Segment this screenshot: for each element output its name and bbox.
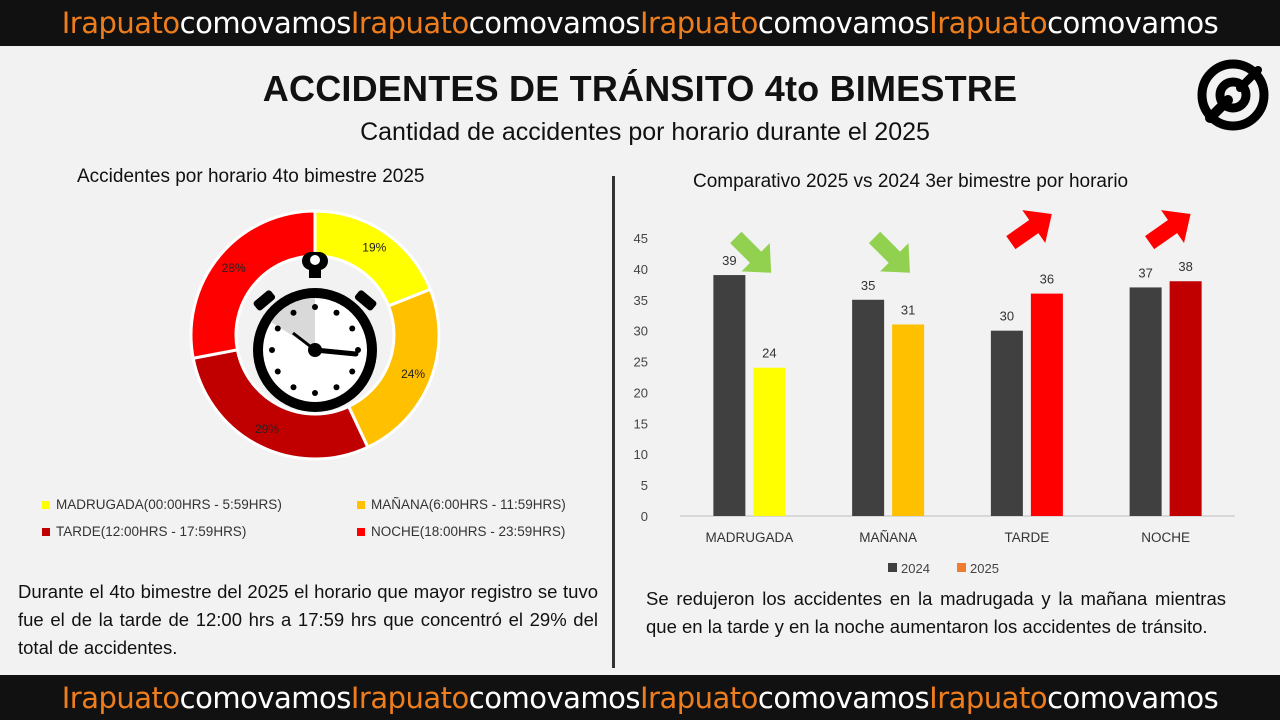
- y-tick-label: 10: [634, 447, 648, 462]
- donut-data-label: 24%: [401, 367, 425, 381]
- legend-manana: MAÑANA(6:00HRS - 11:59HRS): [357, 497, 566, 512]
- bar-2024: [852, 299, 885, 516]
- page-title: ACCIDENTES DE TRÁNSITO 4to BIMESTRE: [262, 68, 1018, 109]
- trend-down-arrow-icon: [868, 231, 910, 273]
- top-banner: Irapuato comovamos Irapuato comovamos Irap…: [0, 0, 1280, 46]
- banner-orange-text: Irapuato: [61, 6, 180, 40]
- donut-data-label: 19%: [362, 241, 386, 255]
- trend-up-arrow-icon: [1006, 210, 1052, 250]
- legend-tarde: TARDE(12:00HRS - 17:59HRS): [42, 524, 246, 539]
- bar-2025: [753, 367, 786, 516]
- banner-white-text: comovamos: [468, 680, 641, 715]
- donut-chart-title: Accidentes por horario 4to bimestre 2025: [77, 166, 425, 187]
- x-tick-label: NOCHE: [1141, 530, 1190, 545]
- bottom-banner: Irapuato comovamos Irapuato comovamos Irap…: [0, 675, 1280, 720]
- legend-label: MAÑANA(6:00HRS - 11:59HRS): [371, 497, 566, 512]
- y-tick-label: 45: [634, 231, 648, 246]
- legend-label: NOCHE(18:00HRS - 23:59HRS): [371, 524, 566, 539]
- y-tick-label: 40: [634, 262, 648, 277]
- y-tick-label: 20: [634, 385, 648, 400]
- banner-white-text: comovamos: [1047, 680, 1219, 715]
- banner-white-text: comovamos: [179, 6, 352, 40]
- banner-white-text: comovamos: [757, 6, 930, 40]
- banner-white-text: comovamos: [757, 680, 930, 715]
- banner-white-text: comovamos: [468, 6, 641, 40]
- banner-orange-text: Irapuato: [350, 680, 469, 715]
- x-tick-label: MADRUGADA: [705, 530, 793, 545]
- logo-icon: [1197, 59, 1269, 131]
- y-tick-label: 0: [641, 509, 648, 524]
- bar-data-label: 31: [901, 302, 915, 317]
- y-tick-label: 25: [634, 355, 648, 370]
- banner-orange-text: Irapuato: [61, 680, 180, 715]
- bar-2025: [1169, 281, 1202, 516]
- x-tick-label: MAÑANA: [859, 530, 917, 545]
- x-tick-label: TARDE: [1004, 530, 1049, 545]
- bar-data-label: 24: [762, 346, 776, 361]
- bar-2025: [1030, 293, 1063, 516]
- y-tick-label: 15: [634, 416, 648, 431]
- bar-data-label: 30: [1000, 309, 1014, 324]
- y-tick-label: 35: [634, 293, 648, 308]
- bar-2024: [990, 330, 1023, 516]
- legend-swatch: [357, 500, 365, 509]
- legend-label: MADRUGADA(00:00HRS - 5:59HRS): [56, 497, 282, 512]
- donut-chart: 19% 24% 29% 28%: [189, 209, 441, 461]
- donut-slice: [191, 348, 370, 461]
- legend-swatch: [42, 500, 50, 509]
- stopwatch-icon: [253, 252, 377, 412]
- donut-data-label: 28%: [222, 261, 246, 275]
- legend-swatch: [957, 563, 966, 572]
- bar-2025: [892, 324, 925, 516]
- y-tick-label: 30: [634, 324, 648, 339]
- banner-orange-text: Irapuato: [929, 6, 1048, 40]
- legend-madrugada: MADRUGADA(00:00HRS - 5:59HRS): [42, 497, 282, 512]
- legend-label: 2024: [901, 561, 930, 576]
- bar-data-label: 38: [1178, 259, 1192, 274]
- banner-orange-text: Irapuato: [350, 6, 469, 40]
- legend-label: TARDE(12:00HRS - 17:59HRS): [56, 524, 247, 539]
- banner-orange-text: Irapuato: [640, 680, 758, 715]
- banner-white-text: comovamos: [179, 680, 352, 715]
- bar-data-label: 35: [861, 278, 875, 293]
- banner-orange-text: Irapuato: [640, 6, 758, 40]
- legend-label: 2025: [970, 561, 999, 576]
- bar-data-label: 37: [1138, 265, 1152, 280]
- trend-up-arrow-icon: [1145, 210, 1191, 250]
- left-summary-text: Durante el 4to bimestre del 2025 el hora…: [18, 581, 598, 658]
- bar-data-label: 36: [1040, 272, 1054, 287]
- banner-white-text: comovamos: [1047, 6, 1219, 40]
- legend-swatch: [888, 563, 897, 572]
- page-subtitle: Cantidad de accidentes por horario duran…: [360, 118, 930, 146]
- vertical-divider: [612, 176, 615, 668]
- legend-noche: NOCHE(18:00HRS - 23:59HRS): [357, 524, 565, 539]
- right-summary-text: Se redujeron los accidentes en la madrug…: [646, 588, 1226, 637]
- bar-chart-title: Comparativo 2025 vs 2024 3er bimestre po…: [693, 171, 1129, 192]
- legend-swatch: [357, 527, 365, 536]
- donut-data-label: 29%: [255, 422, 279, 436]
- bar-chart: 051015202530354045MADRUGADA3924MAÑANA353…: [634, 210, 1235, 576]
- y-tick-label: 5: [641, 478, 648, 493]
- trend-down-arrow-icon: [730, 231, 772, 273]
- legend-swatch: [42, 527, 50, 536]
- bar-data-label: 39: [722, 253, 736, 268]
- banner-orange-text: Irapuato: [929, 680, 1048, 715]
- bar-2024: [1129, 287, 1162, 516]
- donut-slice: [189, 209, 317, 360]
- bar-2024: [713, 275, 746, 516]
